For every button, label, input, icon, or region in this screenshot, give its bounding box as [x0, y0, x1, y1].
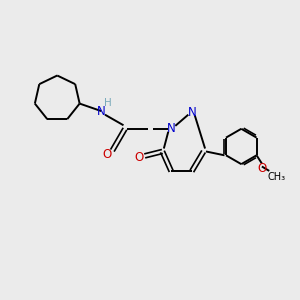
Text: N: N	[97, 105, 106, 118]
Text: H: H	[104, 98, 112, 108]
Text: O: O	[134, 151, 143, 164]
Text: N: N	[167, 122, 176, 135]
Text: O: O	[102, 148, 112, 160]
Text: N: N	[188, 106, 196, 119]
Text: O: O	[257, 162, 267, 175]
Text: CH₃: CH₃	[268, 172, 286, 182]
